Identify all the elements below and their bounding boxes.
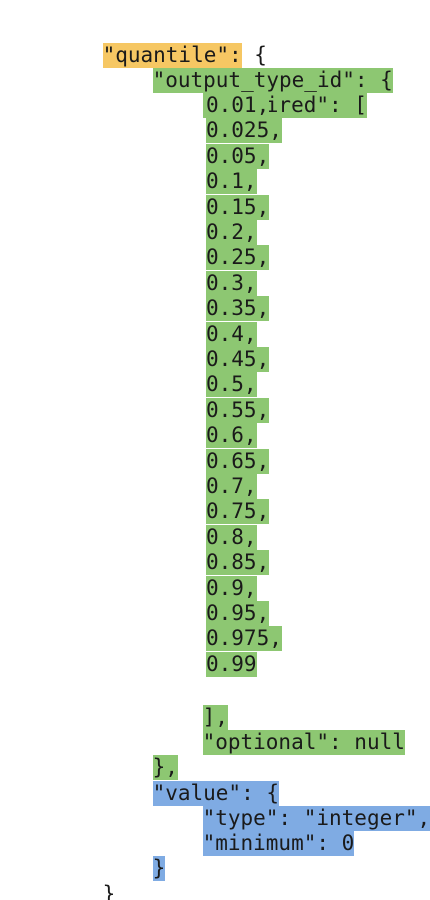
required-value: 0.975, <box>206 626 282 652</box>
required-value-line: 0.99 <box>206 651 257 677</box>
required-value: 0.35, <box>206 296 270 322</box>
required-value-line: 0.35, <box>206 296 270 322</box>
required-value-line: 0.15, <box>206 194 270 220</box>
required-value-line: 0.65, <box>206 448 270 474</box>
required-value-line: 0.55, <box>206 397 270 423</box>
required-value: 0.85, <box>206 550 270 576</box>
optional-line: "optional": null <box>152 705 405 755</box>
required-value: 0.8, <box>206 524 257 550</box>
minimum-key: "minimum": 0 <box>202 831 355 856</box>
required-value-line: 0.05, <box>206 143 270 169</box>
required-value-line: 0.8, <box>206 524 257 550</box>
required-value-line: 0.025, <box>206 118 282 144</box>
required-value: 0.55, <box>206 397 270 423</box>
required-value: 0.5, <box>206 372 257 398</box>
required-value-line: 0.25, <box>206 245 270 271</box>
close-quantile-line: } <box>52 857 116 900</box>
required-value: 0.3, <box>206 270 257 296</box>
required-value: 0.1, <box>206 169 257 195</box>
quantile-line: "quantile": { <box>52 18 267 68</box>
quantile-open-brace: { <box>241 43 267 67</box>
required-value-line: 0.85, <box>206 550 270 576</box>
required-value: 0.01, <box>206 93 270 118</box>
minimum-line: "minimum": 0 <box>152 806 355 856</box>
required-value: 0.99 <box>206 651 257 677</box>
required-value-line: 0.75, <box>206 499 270 525</box>
close-value-line: } <box>102 831 166 881</box>
required-value-line: 0.45, <box>206 347 270 372</box>
required-value-line: 0.9, <box>206 575 257 601</box>
required-value: 0.65, <box>206 448 270 474</box>
required-value: 0.25, <box>206 245 270 271</box>
required-value: 0.9, <box>206 575 257 601</box>
required-value: 0.7, <box>206 474 257 499</box>
required-value-line: 0.3, <box>206 270 257 296</box>
close-value: } <box>152 856 166 881</box>
required-value-line: 0.5, <box>206 372 257 398</box>
quantile-key: "quantile": <box>102 43 242 68</box>
required-line: "required": [ <box>152 68 367 118</box>
close-bracket: ], <box>202 705 228 730</box>
close-output-type-line: }, <box>102 730 178 780</box>
close-bracket-line: ], <box>152 680 228 730</box>
value-key: "value": { <box>152 781 280 806</box>
type-line: "type": "integer", <box>152 781 430 831</box>
output-type-id-key: "output_type_id": { <box>152 68 393 93</box>
required-value-line: 0.95, <box>206 601 270 626</box>
required-value: 0.4, <box>206 321 257 347</box>
required-value: 0.15, <box>206 194 270 220</box>
required-value: 0.45, <box>206 347 270 372</box>
required-value: 0.6, <box>206 423 257 449</box>
close-quantile: } <box>102 882 116 900</box>
required-value-line: 0.7, <box>206 474 257 499</box>
required-value: 0.95, <box>206 601 270 626</box>
optional-key: "optional": null <box>202 730 405 755</box>
required-value-line: 0.2, <box>206 220 257 245</box>
required-value-line: 0.975, <box>206 626 282 652</box>
required-value: 0.2, <box>206 220 257 245</box>
required-value-line: 0.6, <box>206 423 257 449</box>
close-output-type: }, <box>152 755 178 780</box>
required-value: 0.025, <box>206 118 282 144</box>
required-value: 0.75, <box>206 499 270 525</box>
required-value-line: 0.01, <box>206 93 270 118</box>
output-type-id-line: "output_type_id": { <box>102 43 393 93</box>
required-value: 0.05, <box>206 143 270 169</box>
required-value-line: 0.4, <box>206 321 257 347</box>
type-key: "type": "integer", <box>202 806 430 831</box>
value-line: "value": { <box>102 756 280 806</box>
required-value-line: 0.1, <box>206 169 257 195</box>
